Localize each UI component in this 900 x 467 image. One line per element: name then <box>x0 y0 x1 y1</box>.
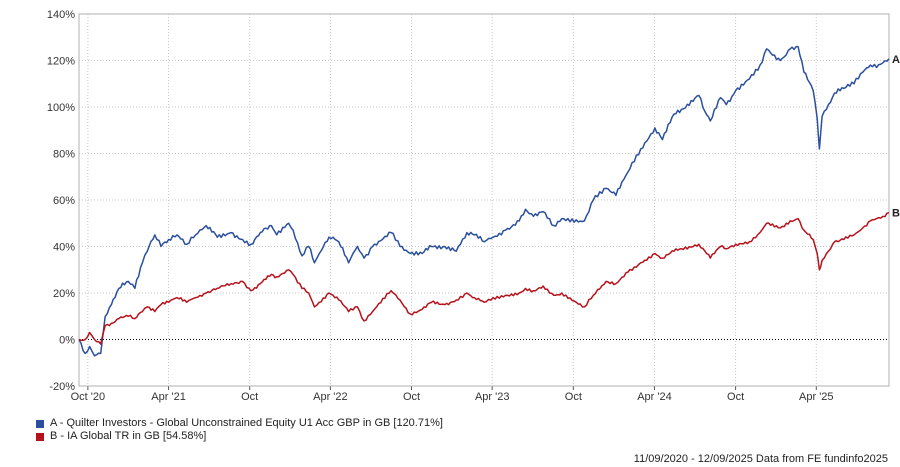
x-tick-label: Apr '22 <box>313 391 348 403</box>
y-tick-label: 20% <box>53 288 75 300</box>
legend-item-b: B - IA Global TR in GB [54.58%] <box>36 430 443 443</box>
y-tick-label: 120% <box>47 56 75 68</box>
x-tick-label: Oct <box>727 391 744 403</box>
y-tick-label: 100% <box>47 102 75 114</box>
data-source-footer: 11/09/2020 - 12/09/2025 Data from FE fun… <box>633 453 888 465</box>
legend-label-a: A - Quilter Investors - Global Unconstra… <box>50 417 443 429</box>
x-tick-label: Apr '23 <box>475 391 510 403</box>
series-end-label-b: B <box>892 208 900 220</box>
plot-border <box>78 13 890 387</box>
series-end-label-a: A <box>892 54 900 66</box>
legend-label-b: B - IA Global TR in GB [54.58%] <box>50 430 207 442</box>
legend-item-a: A - Quilter Investors - Global Unconstra… <box>36 417 443 430</box>
y-tick-label: 140% <box>47 9 75 21</box>
x-tick-label: Apr '24 <box>637 391 672 403</box>
y-tick-label: 60% <box>53 195 75 207</box>
series-line-a <box>78 45 890 357</box>
x-tick-label: Apr '21 <box>151 391 186 403</box>
x-tick-label: Oct '20 <box>71 391 106 403</box>
x-tick-label: Oct <box>403 391 420 403</box>
y-tick-label: -20% <box>49 381 75 393</box>
end-labels: AB <box>892 54 900 220</box>
y-tick-label: 40% <box>53 242 75 254</box>
legend: A - Quilter Investors - Global Unconstra… <box>36 417 443 443</box>
y-tick-label: 80% <box>53 149 75 161</box>
x-tick-label: Oct <box>565 391 582 403</box>
grid-lines <box>79 13 889 387</box>
legend-swatch-b <box>36 432 44 441</box>
x-tick-label: Oct <box>241 391 258 403</box>
y-tick-label: 0% <box>59 335 75 347</box>
series-line-b <box>78 211 890 345</box>
x-tick-label: Apr '25 <box>799 391 834 403</box>
legend-swatch-a <box>36 419 44 428</box>
axes: -20% 0% 20% 40% 60% 80% 100% 120% 140% Oct '20 Apr… <box>47 9 890 403</box>
series-lines <box>78 45 890 357</box>
